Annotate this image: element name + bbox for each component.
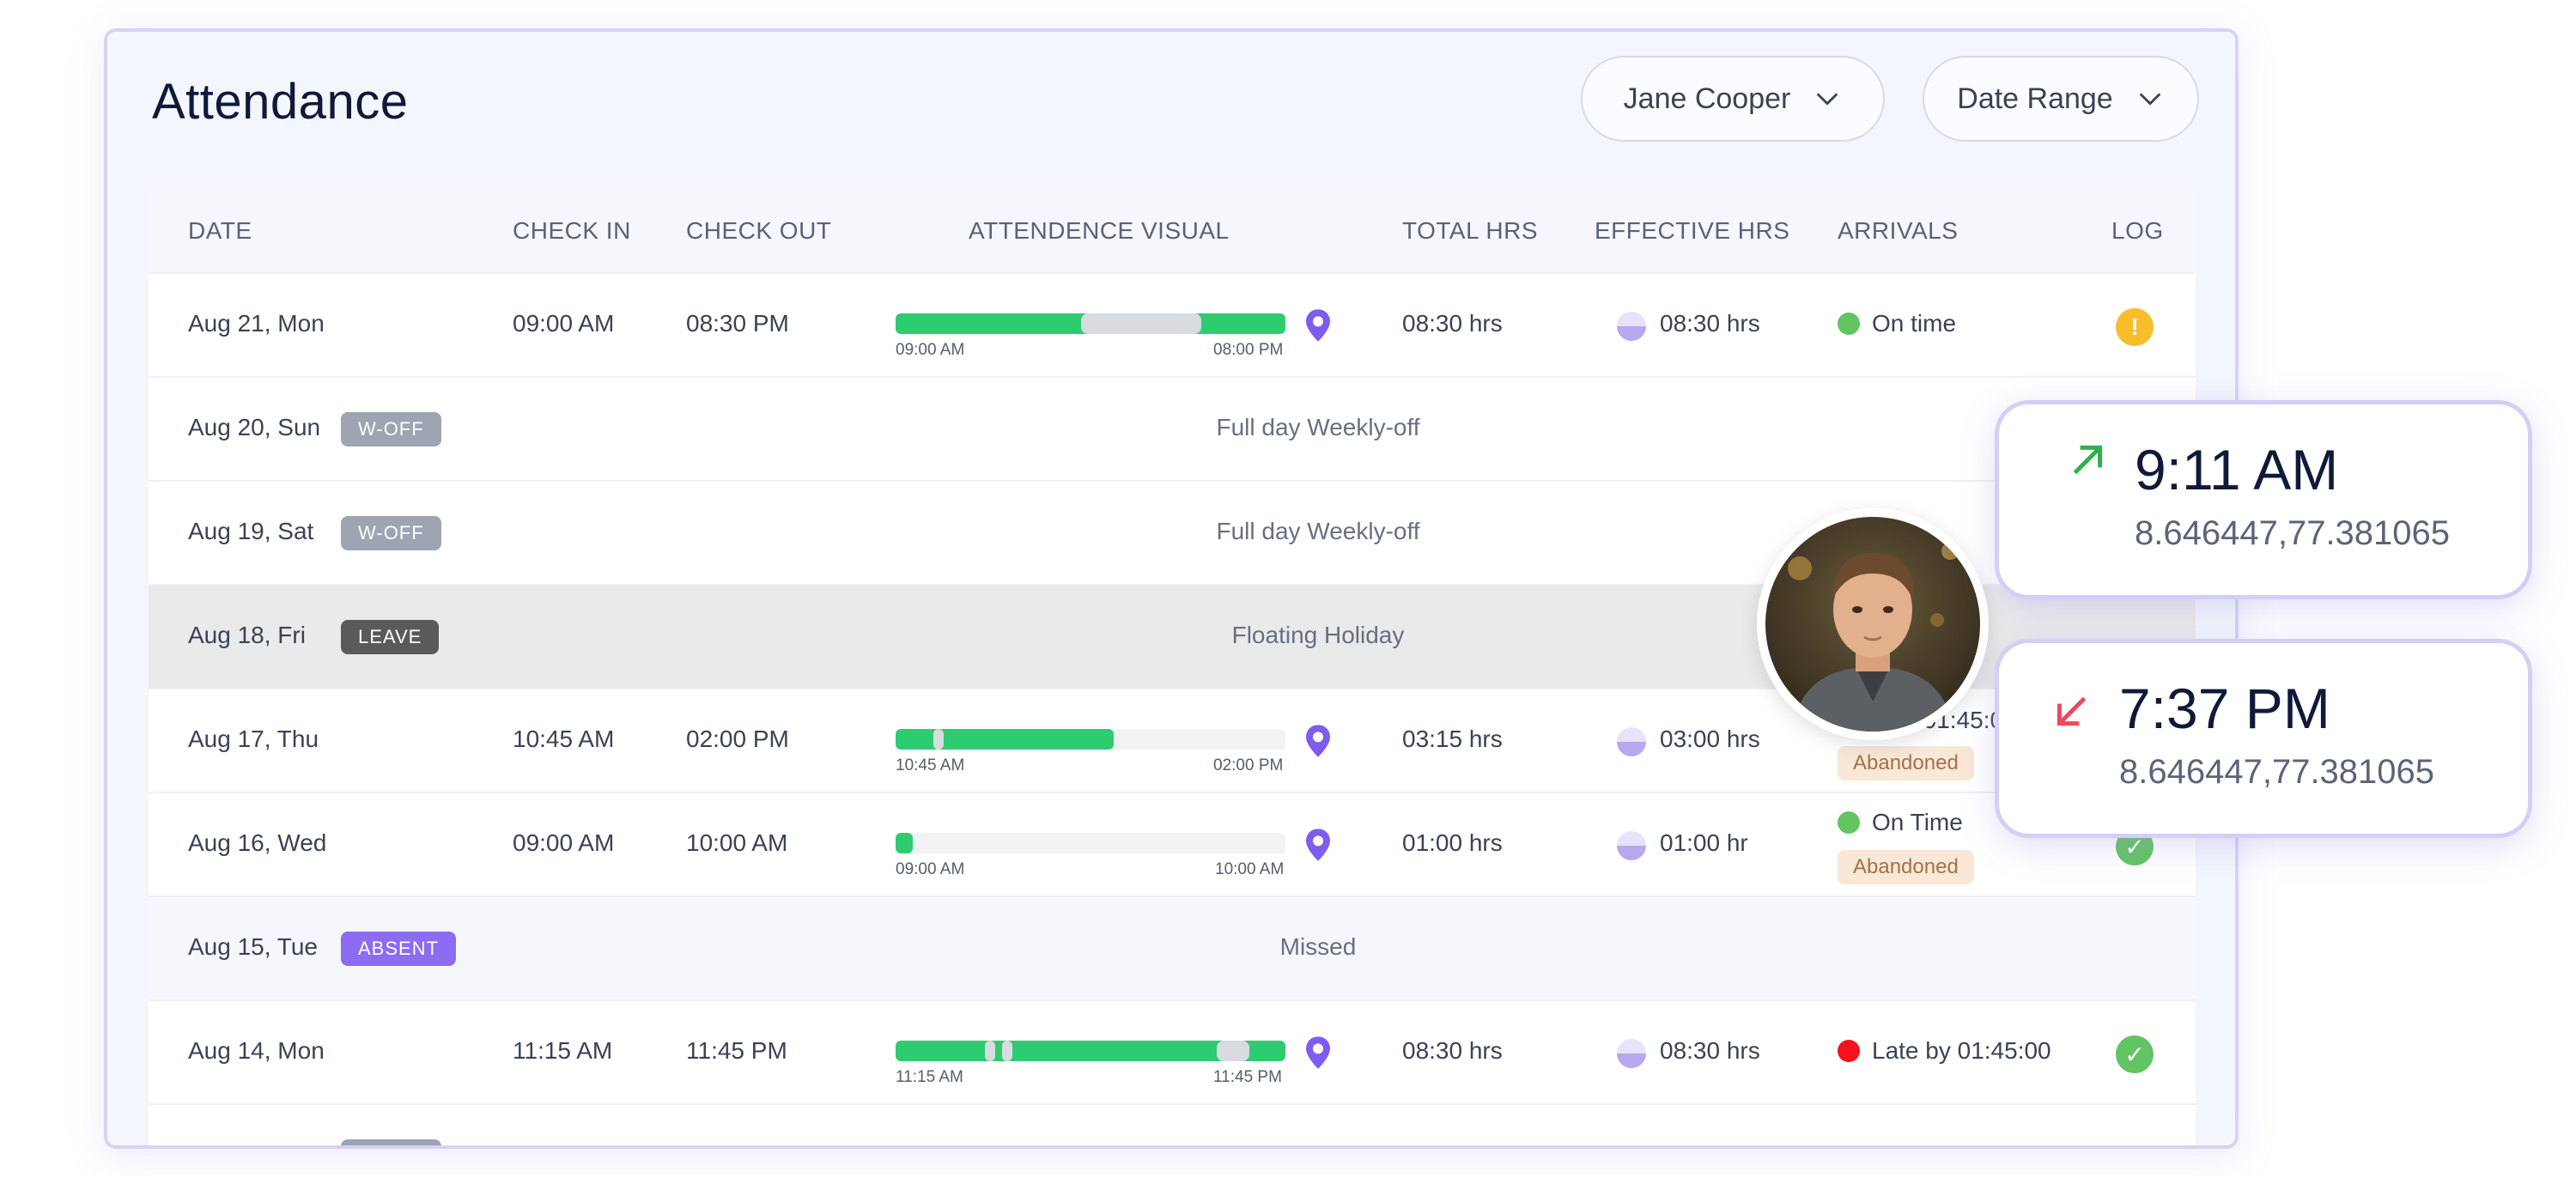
status-badge: W-OFF	[341, 1139, 441, 1145]
row-date: Aug 16, Wed	[188, 829, 327, 856]
row-date: Aug 13, Sun	[188, 1141, 320, 1145]
user-filter-label: Jane Cooper	[1623, 82, 1791, 115]
check-out-time: 08:30 PM	[686, 310, 789, 337]
table-row[interactable]: Aug 13, Sun W-OFF Full day Weekly-off	[149, 1103, 2196, 1145]
half-circle-icon	[1617, 1039, 1646, 1068]
status-dot-icon	[1838, 811, 1860, 834]
bar-start-label: 09:00 AM	[896, 860, 965, 878]
attendance-bar	[896, 729, 1285, 750]
effective-hours: 01:00 hr	[1660, 829, 1748, 856]
row-date: Aug 21, Mon	[188, 310, 325, 337]
table-row[interactable]: Aug 14, Mon 11:15 AM 11:45 PM 11:15 AM 1…	[149, 999, 2196, 1103]
attendance-bar	[896, 833, 1285, 853]
row-message: Full day Weekly-off	[149, 1141, 2196, 1145]
table-row[interactable]: Aug 16, Wed 09:00 AM 10:00 AM 09:00 AM 1…	[149, 792, 2196, 896]
bar-end-label: 08:00 PM	[1213, 341, 1284, 359]
table-row[interactable]: Aug 20, Sun W-OFF Full day Weekly-off	[149, 376, 2196, 480]
check-out-location-card: 7:37 PM 8.646447,77.381065	[1995, 639, 2532, 838]
check-circle-icon[interactable]: ✓	[2116, 1035, 2154, 1073]
attendance-bar	[896, 1041, 1285, 1061]
check-out-time: 7:37 PM	[2119, 677, 2330, 740]
user-filter-dropdown[interactable]: Jane Cooper	[1581, 56, 1885, 142]
check-in-time: 09:00 AM	[513, 310, 615, 337]
row-date: Aug 18, Fri	[188, 622, 306, 648]
check-in-location-card: 9:11 AM 8.646447,77.381065	[1995, 400, 2532, 599]
check-in-time: 09:00 AM	[513, 829, 615, 856]
col-total-hrs: TOTAL HRS	[1402, 217, 1539, 244]
status-dot-icon	[1838, 313, 1860, 335]
bar-start-label: 10:45 AM	[896, 756, 965, 774]
check-out-time: 02:00 PM	[686, 726, 789, 752]
total-hours: 01:00 hrs	[1402, 829, 1503, 856]
bar-end-label: 02:00 PM	[1213, 756, 1284, 774]
row-message: Full day Weekly-off	[1216, 518, 1420, 544]
check-in-time: 11:15 AM	[513, 1037, 613, 1064]
warning-icon[interactable]: !	[2116, 308, 2154, 346]
col-date: DATE	[188, 217, 252, 244]
row-message: Floating Holiday	[1231, 622, 1405, 648]
status-badge: W-OFF	[341, 516, 441, 550]
person-photo	[1765, 517, 1980, 732]
date-range-label: Date Range	[1957, 82, 2113, 115]
avatar	[1757, 508, 1989, 740]
attendance-bar	[896, 313, 1285, 334]
arrival-status: On time	[1838, 310, 1956, 337]
bar-start-label: 09:00 AM	[896, 341, 965, 359]
row-date: Aug 14, Mon	[188, 1037, 325, 1064]
col-arrivals: ARRIVALS	[1838, 217, 1959, 244]
table-row[interactable]: Aug 21, Mon 09:00 AM 08:30 PM 09:00 AM 0…	[149, 272, 2196, 376]
arrow-up-right-icon	[2073, 445, 2103, 475]
abandoned-tag: Abandoned	[1838, 850, 1974, 884]
table-row[interactable]: Aug 15, Tue ABSENT Missed	[149, 896, 2196, 999]
col-effective-hrs: EFFECTIVE HRS	[1595, 217, 1790, 244]
chevron-down-icon	[2139, 93, 2161, 106]
total-hours: 03:15 hrs	[1402, 726, 1503, 752]
check-in-coordinates: 8.646447,77.381065	[2135, 514, 2451, 552]
half-circle-icon	[1617, 312, 1646, 341]
row-message: Full day Weekly-off	[1216, 414, 1420, 440]
status-badge: W-OFF	[341, 412, 441, 446]
abandoned-tag: Abandoned	[1838, 746, 1974, 780]
effective-hours: 03:00 hrs	[1660, 726, 1760, 752]
page-title: Attendance	[152, 74, 409, 130]
date-range-dropdown[interactable]: Date Range	[1923, 56, 2199, 142]
table-header: DATE CHECK IN CHECK OUT ATTENDENCE VISUA…	[149, 185, 2196, 272]
status-dot-icon	[1838, 1040, 1860, 1062]
row-date: Aug 20, Sun	[188, 414, 321, 440]
arrival-status: On Time	[1838, 809, 1963, 836]
half-circle-icon	[1617, 831, 1646, 860]
total-hours: 08:30 hrs	[1402, 310, 1503, 337]
location-pin-icon[interactable]	[1304, 1035, 1332, 1070]
bar-end-label: 11:45 PM	[1213, 1068, 1282, 1086]
status-badge: LEAVE	[341, 620, 440, 654]
row-message: Missed	[1279, 933, 1357, 960]
bar-end-label: 10:00 AM	[1215, 860, 1285, 878]
location-pin-icon[interactable]	[1304, 724, 1332, 758]
location-pin-icon[interactable]	[1304, 828, 1332, 862]
half-circle-icon	[1617, 727, 1646, 756]
check-out-time: 11:45 PM	[686, 1037, 787, 1064]
bar-start-label: 11:15 AM	[896, 1068, 963, 1086]
arrival-status: Late by 01:45:00	[1838, 1037, 2051, 1065]
check-in-time: 10:45 AM	[513, 726, 615, 752]
col-attendance-visual: ATTENDENCE VISUAL	[969, 217, 1230, 244]
status-badge: ABSENT	[341, 932, 457, 966]
col-check-in: CHECK IN	[513, 217, 631, 244]
effective-hours: 08:30 hrs	[1660, 1037, 1760, 1064]
row-date: Aug 15, Tue	[188, 933, 319, 960]
col-log: LOG	[2111, 217, 2164, 244]
row-date: Aug 19, Sat	[188, 518, 314, 544]
check-out-coordinates: 8.646447,77.381065	[2119, 753, 2435, 791]
check-out-time: 10:00 AM	[686, 829, 788, 856]
chevron-down-icon	[1817, 93, 1838, 106]
col-check-out: CHECK OUT	[686, 217, 832, 244]
check-in-time: 9:11 AM	[2135, 438, 2339, 501]
row-date: Aug 17, Thu	[188, 726, 319, 752]
total-hours: 08:30 hrs	[1402, 1037, 1503, 1064]
location-pin-icon[interactable]	[1304, 308, 1332, 343]
effective-hours: 08:30 hrs	[1660, 310, 1760, 337]
arrow-down-left-icon	[2057, 696, 2087, 726]
